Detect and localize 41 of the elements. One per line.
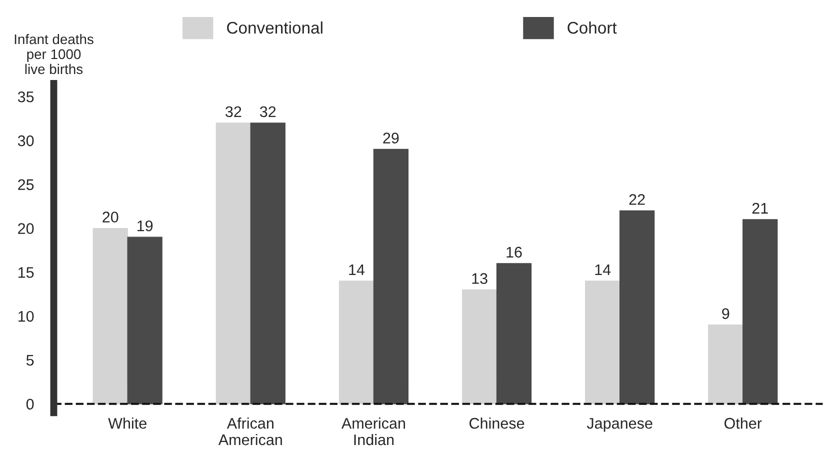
data-label: 32 — [260, 106, 276, 118]
bar — [619, 210, 655, 404]
bar — [496, 263, 532, 404]
y-axis-title: Infant deaths per 1000 live births — [14, 34, 94, 74]
data-label: 21 — [752, 202, 768, 214]
x-tick-label: American Indian — [341, 418, 405, 446]
bar — [742, 219, 778, 404]
data-label: 14 — [595, 264, 611, 276]
bar — [585, 280, 620, 404]
data-label: 16 — [506, 246, 522, 258]
x-tick-label: Chinese — [470, 418, 524, 429]
y-tick-label: 25 — [18, 179, 34, 190]
legend-label: Cohort — [568, 21, 617, 34]
x-tick-label: White — [108, 418, 146, 429]
data-label: 9 — [722, 308, 730, 320]
bar — [216, 122, 251, 404]
y-tick-label: 15 — [18, 267, 34, 278]
y-tick-label: 5 — [26, 355, 34, 366]
bar — [127, 236, 162, 404]
data-label: 20 — [102, 212, 118, 222]
y-tick-label: 0 — [26, 398, 34, 410]
x-tick-label: Other — [724, 418, 762, 429]
y-tick-label: 30 — [18, 135, 34, 146]
data-label: 29 — [383, 132, 399, 144]
y-tick-label: 10 — [18, 310, 34, 322]
data-label: 14 — [349, 264, 365, 276]
x-tick-label: Japanese — [586, 418, 652, 432]
legend-label: Conventional — [227, 21, 322, 34]
bar — [373, 148, 409, 404]
y-tick-label: 35 — [18, 91, 34, 102]
data-label: 13 — [472, 273, 488, 284]
data-label: 19 — [137, 220, 153, 232]
data-label: 22 — [629, 194, 645, 205]
data-label: 32 — [226, 106, 242, 118]
x-tick-label: African American — [218, 418, 282, 446]
bar — [250, 122, 286, 404]
bar — [462, 289, 498, 404]
bar — [338, 280, 374, 404]
bar — [92, 228, 128, 404]
bar — [708, 324, 744, 404]
y-tick-label: 20 — [18, 223, 34, 234]
